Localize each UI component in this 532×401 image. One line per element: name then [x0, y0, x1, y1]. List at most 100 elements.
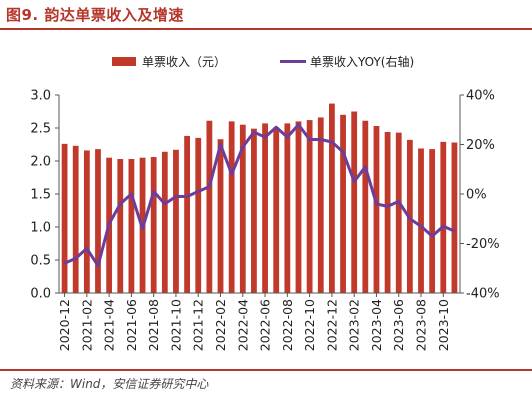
yoy-point-2021-12	[197, 190, 200, 193]
yoy-point-2023-09	[430, 234, 434, 238]
yoy-point-2022-01	[208, 185, 211, 188]
bar-2023-01	[340, 114, 346, 293]
y-right-tick-label: 0%	[466, 188, 487, 203]
bar-undefined	[451, 142, 458, 293]
yoy-point-2022-07	[275, 125, 278, 129]
legend-bar-label: 单票收入（元）	[142, 55, 226, 69]
legend: 单票收入（元） 单票收入YOY(右轴)	[112, 54, 414, 69]
x-tick-label: 2022-10	[302, 299, 317, 351]
x-tick-label: 2021-08	[146, 299, 161, 351]
bar-2022-08	[284, 123, 291, 293]
bar-2023-05	[384, 131, 391, 293]
yoy-point-2022-12	[330, 140, 334, 144]
bar-2023-10	[440, 141, 447, 293]
y-axis-left: 0.0 0.5 1.0 1.5 2.0 2.5 3.0	[30, 89, 59, 302]
bar-2021-02	[83, 150, 90, 293]
yoy-point-2021-10	[174, 195, 178, 198]
bar-2022-01	[206, 120, 213, 294]
yoy-point-2023-04	[375, 202, 378, 206]
title-rule	[0, 28, 532, 30]
yoy-point-2022-11	[319, 138, 322, 141]
y-left-tick-label: 0.5	[30, 254, 51, 269]
line-series	[63, 123, 456, 268]
x-tick-label: 2021-04	[102, 299, 117, 351]
y-left-tick-label: 2.5	[30, 122, 51, 137]
yoy-point-2021-09	[163, 202, 167, 206]
bar-2020-12	[61, 143, 68, 293]
x-tick-label: 2021-02	[79, 299, 94, 351]
bar-2022-09	[295, 121, 302, 294]
yoy-point-2021-04	[107, 222, 111, 225]
x-tick-label: 2023-04	[369, 299, 384, 351]
x-tick-label: 2023-10	[436, 299, 451, 351]
y-right-tick-label: 20%	[466, 138, 495, 153]
x-tick-label: 2021-10	[168, 299, 183, 351]
x-tick-label: 2022-12	[324, 299, 339, 351]
yoy-point-2023-08	[419, 224, 423, 228]
bar-2022-11	[317, 117, 324, 293]
x-tick-label: 2021-12	[191, 299, 206, 351]
bar-2021-01	[72, 145, 79, 293]
bar-2023-03	[362, 120, 369, 294]
x-axis: 2020-12 2021-02 2021-04 2021-06 2021-08 2021-…	[57, 293, 451, 351]
yoy-point-2022-06	[263, 135, 267, 139]
y-right-tick-label: -40%	[466, 287, 500, 302]
yoy-point-2021-05	[119, 202, 122, 206]
y-left-tick-label: 0.0	[30, 287, 51, 302]
bar-series	[61, 103, 458, 294]
yoy-point-2023-07	[408, 217, 412, 220]
x-tick-label: 2022-06	[258, 299, 273, 351]
bar-2021-03	[95, 149, 101, 293]
y-left-tick-label: 2.0	[30, 155, 51, 170]
legend-bar-swatch	[112, 57, 136, 66]
bar-2022-03	[228, 121, 235, 294]
yoy-point-2022-10	[308, 138, 311, 141]
bar-2021-11	[184, 135, 190, 293]
bar-2023-09	[429, 149, 436, 293]
yoy-point-2023-01	[341, 150, 345, 154]
yoy-point-2022-08	[286, 135, 289, 139]
x-tick-label: 2022-02	[213, 299, 228, 351]
x-tick-label: 2022-04	[235, 299, 250, 351]
yoy-point-2022-03	[230, 173, 233, 176]
legend-line-label: 单票收入YOY(右轴)	[310, 54, 414, 69]
bar-2023-04	[373, 126, 380, 294]
yoy-point-2023-10	[442, 224, 445, 228]
yoy-point-2023-05	[386, 205, 389, 208]
bar-2023-08	[418, 148, 424, 293]
y-left-tick-label: 1.5	[30, 188, 51, 203]
yoy-point-2023-03	[364, 165, 367, 168]
y-axis-right: -40% -20% 0% 20% 40%	[460, 89, 500, 302]
yoy-point-2021-11	[185, 195, 189, 198]
bar-2021-09	[161, 151, 168, 293]
yoy-point-2022-09	[297, 123, 300, 126]
figure-title: 图9. 韵达单票收入及增速	[6, 6, 184, 24]
yoy-point-2022-02	[219, 143, 222, 146]
x-tick-label: 2023-02	[347, 299, 362, 351]
bar-2022-12	[329, 103, 335, 293]
yoy-point-2021-06	[130, 192, 133, 196]
bar-2022-02	[217, 139, 224, 293]
source-rule	[0, 369, 532, 371]
bar-2023-02	[351, 111, 358, 293]
yoy-point-2023-02	[352, 180, 356, 183]
chart: 单票收入（元） 单票收入YOY(右轴) 0.0 0.5 1.0 1.5 2.0 2.5 3.…	[30, 54, 500, 351]
yoy-point-2022-04	[241, 145, 244, 149]
bar-2022-06	[262, 123, 268, 293]
x-tick-label: 2021-06	[124, 299, 139, 351]
y-left-tick-label: 3.0	[30, 89, 51, 104]
bar-2021-05	[117, 159, 124, 293]
bar-2023-06	[395, 132, 402, 293]
source-note: 资料来源：Wind，安信证券研究中心	[10, 377, 209, 391]
x-tick-label: 2022-08	[280, 299, 295, 351]
yoy-point-2021-02	[85, 247, 89, 250]
bar-2021-10	[173, 149, 179, 293]
bar-2022-10	[306, 120, 313, 293]
x-tick-label: 2023-08	[414, 299, 429, 351]
bar-2021-06	[128, 159, 135, 293]
y-right-tick-label: -20%	[466, 237, 500, 252]
bar-2022-07	[273, 127, 280, 293]
x-tick-label: 2020-12	[57, 299, 72, 351]
yoy-line	[63, 123, 456, 268]
x-tick-label: 2023-06	[391, 299, 406, 351]
